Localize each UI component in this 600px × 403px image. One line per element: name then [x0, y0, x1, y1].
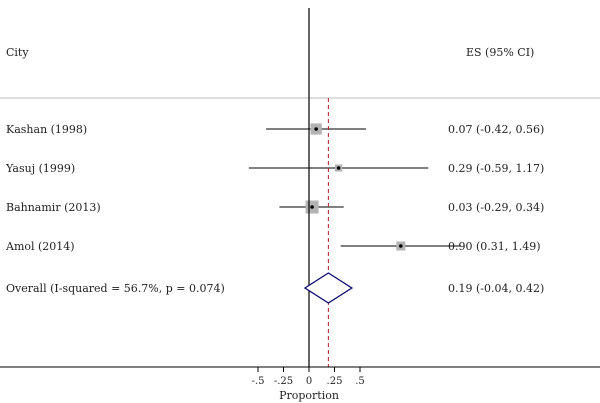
point-estimate — [310, 205, 314, 209]
overall-label: Overall (I-squared = 56.7%, p = 0.074) — [6, 282, 225, 295]
study-row: Amol (2014) 0.90 (0.31, 1.49) — [5, 240, 541, 253]
effect-size-text: 0.29 (-0.59, 1.17) — [448, 162, 544, 175]
overall-diamond — [303, 272, 354, 304]
x-tick-label: .5 — [355, 376, 365, 387]
overall-row: Overall (I-squared = 56.7%, p = 0.074) 0.… — [6, 272, 544, 304]
point-estimate — [314, 127, 318, 131]
point-estimate — [399, 244, 403, 248]
study-row: Yasuj (1999) 0.29 (-0.59, 1.17) — [5, 162, 544, 175]
x-tick-label: .25 — [327, 376, 343, 387]
study-rows: Kashan (1998) 0.07 (-0.42, 0.56) Yasuj (19… — [5, 123, 544, 253]
point-estimate — [336, 166, 341, 170]
header-es-label: ES (95% CI) — [466, 46, 534, 59]
effect-size-text: 0.03 (-0.29, 0.34) — [448, 201, 544, 214]
x-axis-ticks: -.5 -.25 0 .25 .5 — [252, 367, 365, 387]
effect-size-text: 0.07 (-0.42, 0.56) — [448, 123, 544, 136]
x-tick-label: -.5 — [252, 376, 265, 387]
study-label: Amol (2014) — [5, 240, 75, 253]
header-city-label: City — [6, 46, 29, 59]
x-tick-label: -.25 — [274, 376, 293, 387]
study-row: Kashan (1998) 0.07 (-0.42, 0.56) — [6, 123, 544, 136]
study-label: Bahnamir (2013) — [6, 201, 101, 214]
study-row: Bahnamir (2013) 0.03 (-0.29, 0.34) — [6, 200, 544, 214]
x-tick-label: 0 — [306, 376, 312, 387]
study-label: Yasuj (1999) — [5, 162, 75, 175]
x-axis-label: Proportion — [279, 389, 339, 402]
study-label: Kashan (1998) — [6, 123, 87, 136]
overall-effect-text: 0.19 (-0.04, 0.42) — [448, 282, 544, 295]
effect-size-text: 0.90 (0.31, 1.49) — [448, 240, 541, 253]
